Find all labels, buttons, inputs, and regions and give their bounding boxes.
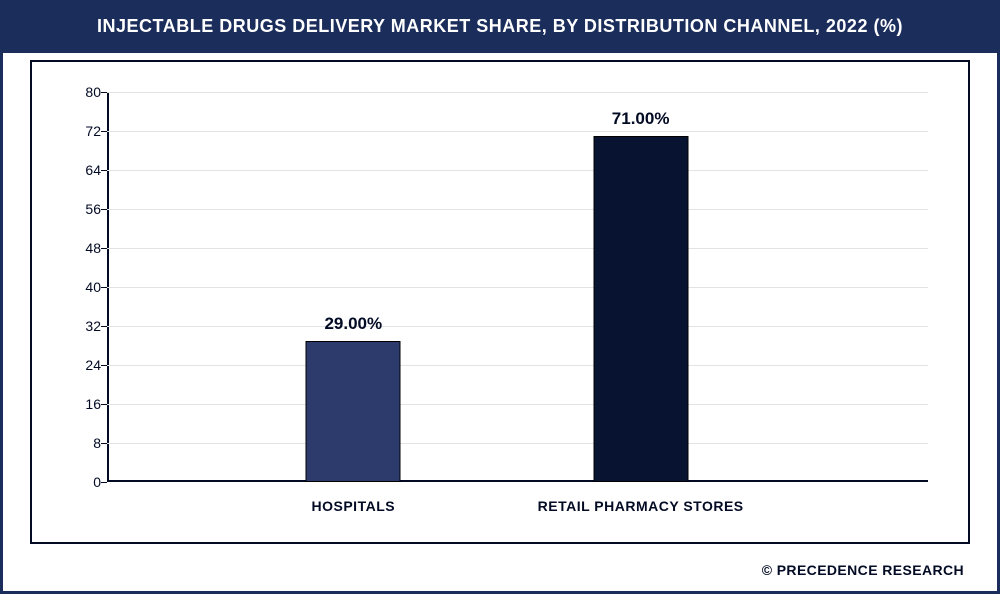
bar-value-label: 71.00%: [541, 109, 741, 129]
plot-area: 0816243240485664728029.00%Hospitals71.00…: [107, 92, 928, 482]
ytick-mark: [101, 92, 107, 93]
ytick-label: 32: [67, 318, 101, 334]
bar-value-label: 29.00%: [253, 314, 453, 334]
gridline: [107, 404, 928, 405]
ytick-label: 72: [67, 123, 101, 139]
gridline: [107, 443, 928, 444]
header-band: Injectable Drugs Delivery Market Share, …: [3, 3, 997, 53]
credit-text: © Precedence Research: [762, 562, 964, 578]
ytick-label: 8: [67, 435, 101, 451]
gridline: [107, 92, 928, 93]
x-axis-line: [107, 480, 928, 482]
ytick-mark: [101, 131, 107, 132]
gridline: [107, 209, 928, 210]
ytick-mark: [101, 248, 107, 249]
ytick-mark: [101, 326, 107, 327]
bar: 29.00%: [306, 341, 401, 482]
gridline: [107, 248, 928, 249]
ytick-mark: [101, 482, 107, 483]
ytick-mark: [101, 287, 107, 288]
ytick-label: 16: [67, 396, 101, 412]
ytick-mark: [101, 365, 107, 366]
gridline: [107, 287, 928, 288]
ytick-label: 24: [67, 357, 101, 373]
ytick-label: 56: [67, 201, 101, 217]
gridline: [107, 131, 928, 132]
ytick-mark: [101, 404, 107, 405]
ytick-mark: [101, 209, 107, 210]
gridline: [107, 326, 928, 327]
ytick-label: 40: [67, 279, 101, 295]
gridline: [107, 365, 928, 366]
chart-title: Injectable Drugs Delivery Market Share, …: [97, 16, 903, 37]
gridline: [107, 170, 928, 171]
ytick-label: 64: [67, 162, 101, 178]
x-category-label: Retail Pharmacy Stores: [511, 498, 771, 514]
ytick-label: 0: [67, 474, 101, 490]
ytick-label: 80: [67, 84, 101, 100]
ytick-mark: [101, 170, 107, 171]
bar: 71.00%: [593, 136, 688, 482]
ytick-mark: [101, 443, 107, 444]
x-category-label: Hospitals: [223, 498, 483, 514]
ytick-label: 48: [67, 240, 101, 256]
chart-panel: 0 8 16 24 32 40 48 56 64 72 80 29.00% Hospitals 71.00…: [30, 60, 970, 544]
